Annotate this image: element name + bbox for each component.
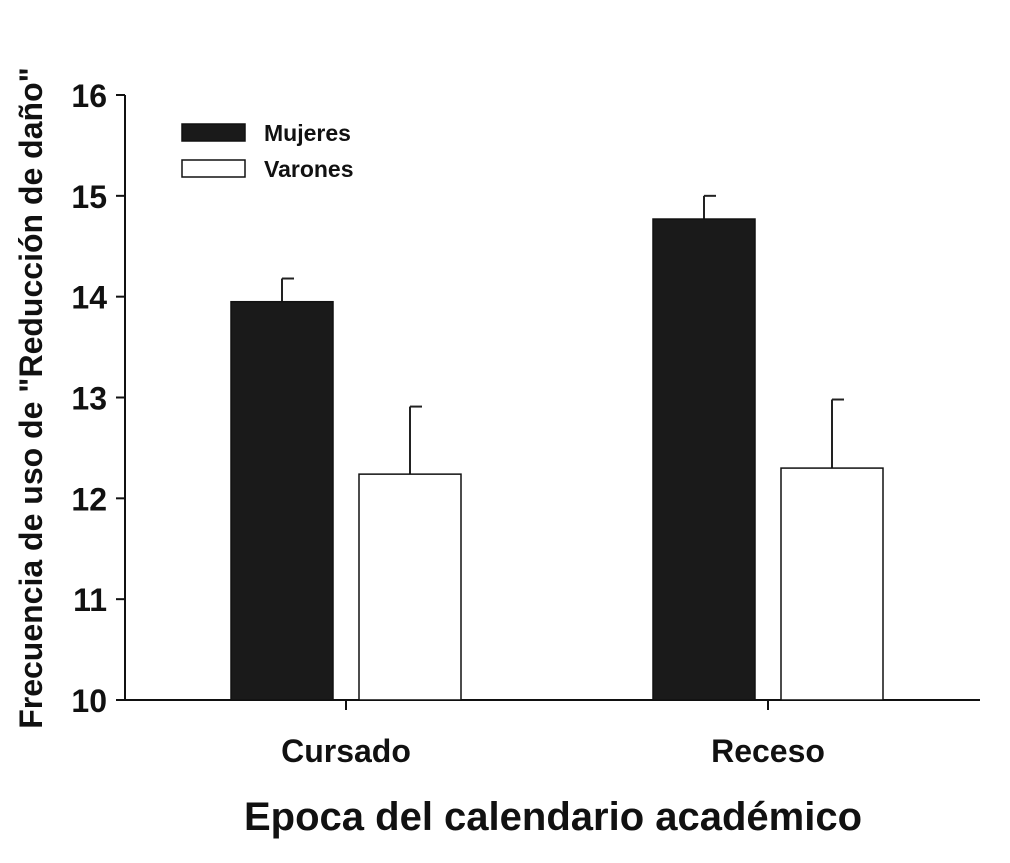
y-tick-label: 11 bbox=[73, 582, 107, 618]
y-tick-label: 12 bbox=[71, 481, 107, 517]
axes: 10 11 12 13 14 15 16 Cursado Receso bbox=[71, 78, 980, 769]
y-tick-label: 14 bbox=[71, 280, 107, 316]
legend-label: Mujeres bbox=[264, 120, 351, 146]
y-tick-label: 16 bbox=[71, 78, 107, 114]
y-tick-label: 10 bbox=[71, 683, 107, 719]
legend-swatch bbox=[181, 159, 246, 178]
legend-label: Varones bbox=[264, 156, 354, 182]
bar-varones-cursado bbox=[358, 473, 462, 701]
legend: Mujeres Varones bbox=[181, 120, 354, 182]
y-tick-label: 13 bbox=[71, 381, 107, 417]
x-tick-label: Receso bbox=[711, 733, 825, 769]
y-tick-label: 15 bbox=[71, 179, 107, 215]
bar-mujeres-cursado bbox=[230, 300, 334, 701]
x-tick-label: Cursado bbox=[281, 733, 411, 769]
bars bbox=[230, 194, 884, 701]
bar-varones-receso bbox=[780, 467, 884, 701]
legend-swatch bbox=[181, 123, 246, 142]
y-axis-label: Frecuencia de uso de "Reducción de daño" bbox=[13, 67, 49, 729]
bar-mujeres-receso bbox=[652, 218, 756, 701]
x-axis-label: Epoca del calendario académico bbox=[244, 795, 862, 839]
